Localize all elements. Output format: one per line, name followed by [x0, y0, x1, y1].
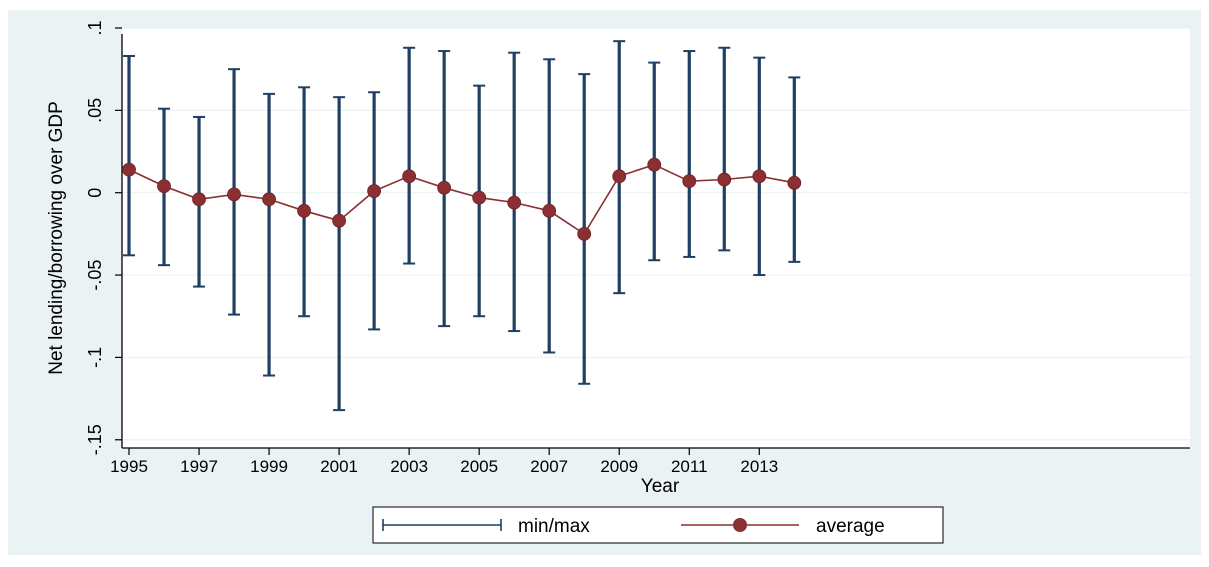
range-bar	[753, 56, 766, 277]
x-tick-label: 2013	[740, 457, 778, 476]
x-tick-label: 1997	[180, 457, 218, 476]
x-tick-label: 1999	[250, 457, 288, 476]
legend-label-average: average	[816, 516, 885, 537]
average-point	[787, 175, 802, 190]
average-point	[682, 174, 697, 189]
average-point	[542, 203, 557, 218]
x-tick-label: 2007	[530, 457, 568, 476]
range-bar	[683, 50, 696, 258]
average-point	[297, 203, 311, 218]
average-point	[717, 172, 732, 187]
average-point	[647, 157, 662, 172]
grid-lines	[122, 27, 1190, 441]
average-point	[437, 180, 452, 195]
average-point	[122, 162, 136, 177]
x-tick-label: 2005	[460, 457, 498, 476]
range-bar	[718, 46, 731, 252]
range-bar	[298, 86, 311, 318]
x-tick-label: 2001	[320, 457, 358, 476]
average-point	[192, 192, 206, 207]
axis-labels: .1 .05 0 -.05 -.1 -.15 1995 1997 1999 2001 2003 200…	[46, 20, 778, 497]
average-point	[367, 184, 382, 198]
x-tick-label: 2011	[671, 457, 708, 476]
range-bar	[333, 96, 346, 412]
plot-area	[122, 28, 1190, 448]
average-point	[262, 192, 276, 207]
x-axis-title: Year	[641, 476, 680, 497]
y-tick-label: -.15	[85, 424, 105, 455]
range-bar	[403, 46, 416, 265]
legend: min/max average	[372, 506, 944, 544]
y-tick-label: .05	[85, 98, 105, 123]
range-bar	[613, 40, 626, 295]
range-bar	[263, 92, 276, 377]
axes	[115, 27, 1190, 455]
x-tick-label: 1995	[110, 457, 148, 476]
average-point	[402, 169, 417, 184]
range-bar	[123, 55, 136, 257]
average-point	[577, 226, 592, 241]
average-point	[227, 187, 241, 202]
y-axis-title: Net lending/borrowing over GDP	[46, 101, 67, 375]
average-point	[612, 169, 627, 184]
average-point	[752, 169, 767, 184]
average-point	[332, 213, 347, 228]
y-tick-label: -.05	[85, 260, 105, 291]
range-bar	[788, 76, 801, 263]
range-bar	[368, 91, 381, 331]
x-tick-label: 2009	[600, 457, 638, 476]
range-bar	[508, 51, 521, 333]
y-tick-label: .1	[85, 20, 105, 35]
average-point	[157, 179, 171, 194]
y-tick-label: 0	[85, 188, 105, 198]
x-tick-label: 2003	[390, 457, 428, 476]
average-point	[472, 190, 487, 205]
y-tick-label: -.1	[85, 347, 105, 368]
average-point	[507, 195, 522, 210]
legend-label-minmax: min/max	[518, 516, 590, 537]
average-line	[122, 157, 802, 241]
legend-key-average-marker	[733, 518, 747, 532]
